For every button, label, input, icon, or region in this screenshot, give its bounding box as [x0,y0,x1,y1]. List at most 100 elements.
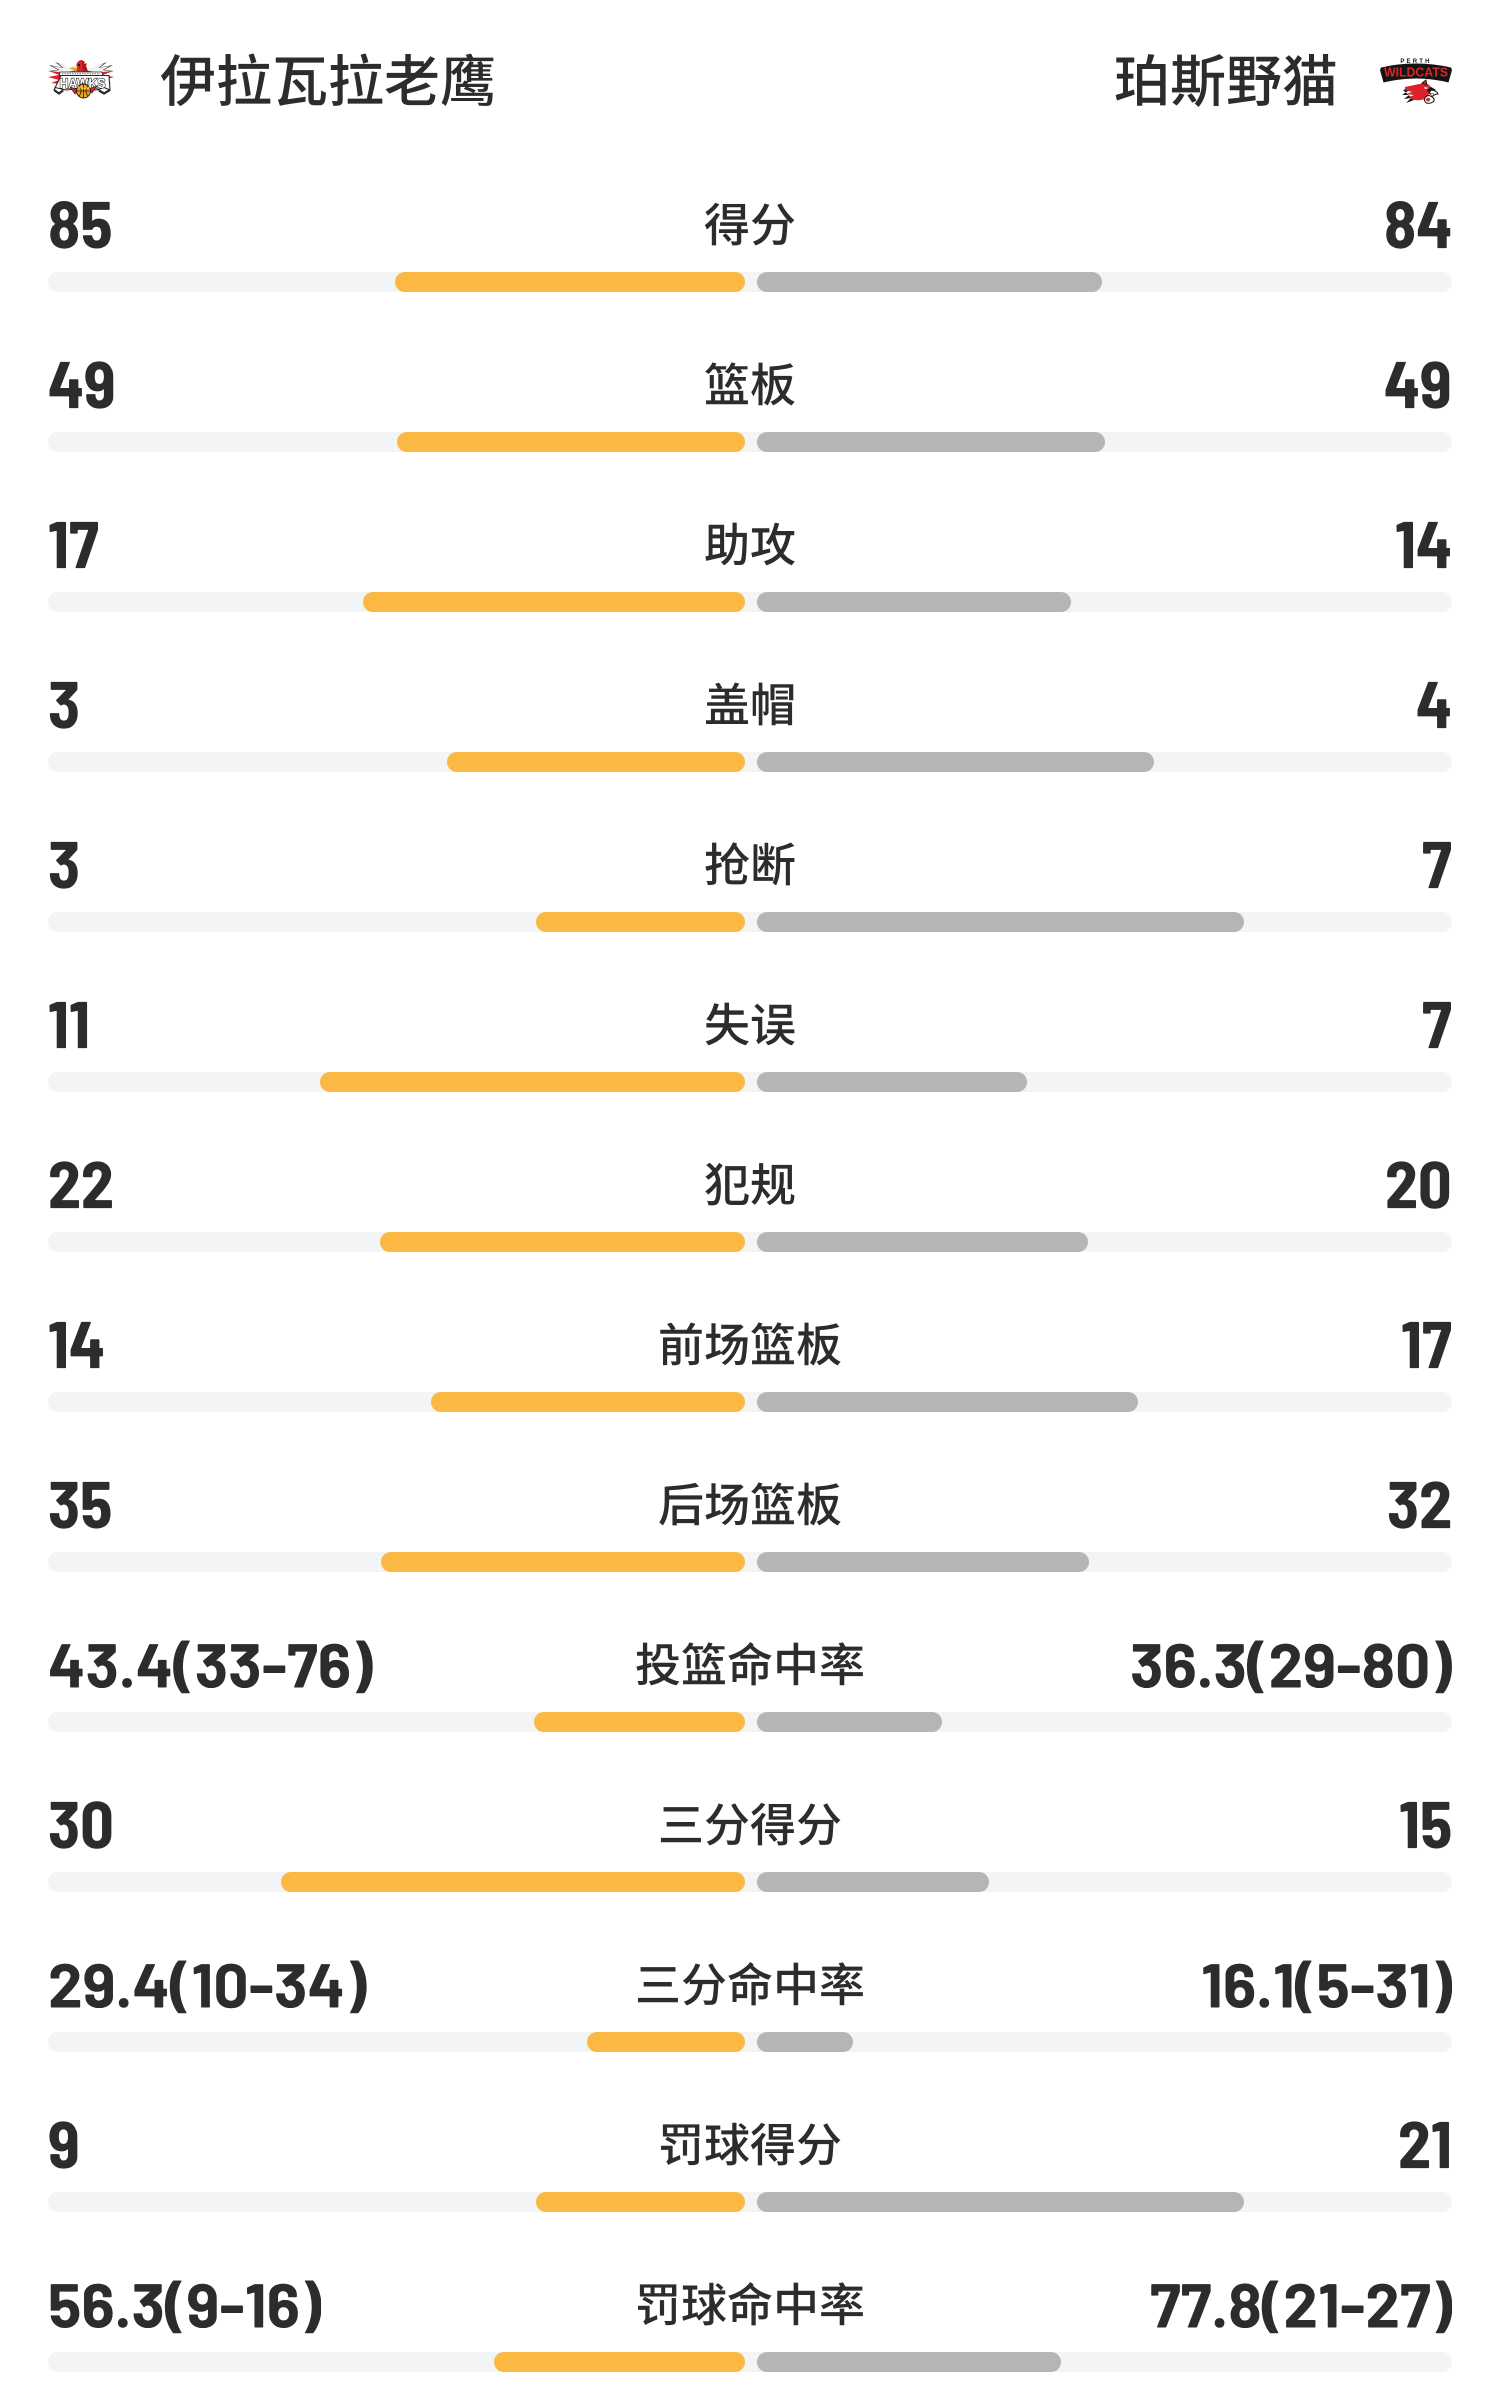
away-team-value: 84 [1384,190,1452,256]
away-team-bar [756,2352,1061,2372]
stat-bar-track [48,1072,1452,1092]
stat-row: 11 失误 7 [0,940,1500,1100]
away-team-value: 36.3(29-80) [1130,1633,1452,1695]
stat-row: 3 盖帽 4 [0,620,1500,780]
text-glyphs [1385,361,1450,409]
text-glyphs [661,2122,841,2166]
away-team-value: 17 [1401,1310,1452,1376]
text-glyphs [1396,521,1451,568]
text-glyphs [49,1001,88,1048]
text-glyphs [49,1321,103,1368]
stat-label: 罚球命中率 [635,2281,865,2327]
stat-bar-track [48,592,1452,612]
home-team-bar [319,1072,745,1092]
away-team-bar [756,272,1103,292]
stat-bar-track [48,1552,1452,1572]
text-glyphs [50,2280,322,2334]
away-team-value: 7 [1422,830,1452,896]
home-team-value: 3 [48,830,80,896]
stat-bar-track [48,1872,1452,1892]
text-glyphs [49,1801,112,1849]
stat-label: 后场篮板 [658,1481,842,1527]
home-team-bar [363,592,745,612]
home-team-value: 3 [48,670,80,736]
home-team-value: 49 [48,350,116,416]
stat-label: 三分命中率 [635,1961,865,2007]
text-glyphs [1150,2280,1452,2334]
home-team-bar [380,1232,745,1252]
stat-label: 抢断 [704,841,796,887]
text-glyphs [1115,53,1336,107]
text-glyphs [50,1960,367,2014]
text-glyphs [706,682,794,726]
away-team-value: 49 [1384,350,1452,416]
text-glyphs [49,841,78,889]
text-glyphs [1423,1001,1452,1048]
text-glyphs [1400,1801,1451,1849]
stat-row: 49 篮板 49 [0,300,1500,460]
home-team-bar [394,272,745,292]
text-glyphs [1203,1960,1452,2014]
text-glyphs [160,53,494,106]
away-team-bar [756,1872,989,1892]
home-team-value: 56.3(9-16) [48,2273,322,2335]
home-team-bar [281,1872,745,1892]
text-glyphs [705,1002,795,1046]
home-team-bar [446,752,745,772]
stat-label: 投篮命中率 [635,1641,865,1687]
text-glyphs [705,362,795,406]
away-team-bar [756,592,1071,612]
text-glyphs [1400,2121,1449,2168]
away-team-bar [756,1072,1028,1092]
stat-bar-track [48,1712,1452,1732]
text-glyphs [660,1802,841,1846]
home-team-bar [536,912,745,932]
away-team-value: 4 [1416,670,1452,736]
text-glyphs [704,202,795,246]
stat-row: 43.4(33-76) 投篮命中率 36.3(29-80) [0,1580,1500,1740]
home-team-value: 11 [48,990,90,1056]
text-glyphs [1132,1640,1452,1694]
text-glyphs [659,1482,841,1526]
away-team-value: 15 [1399,1790,1452,1856]
text-glyphs [660,1322,841,1366]
stat-label: 罚球得分 [658,2121,842,2167]
text-glyphs [705,522,795,566]
stat-label: 失误 [704,1001,796,1047]
text-glyphs [705,842,795,886]
stat-bar-track [48,2032,1452,2052]
svg-text:WILDCATS: WILDCATS [1384,66,1448,80]
away-team-bar [756,1712,942,1732]
text-glyphs [49,1481,111,1529]
away-team-value: 7 [1422,990,1452,1056]
stat-bar-track [48,752,1452,772]
text-glyphs [705,1162,795,1206]
stat-label: 前场篮板 [658,1321,842,1367]
stat-label: 得分 [704,201,796,247]
away-team-bar [756,432,1105,452]
stat-row: 14 前场篮板 17 [0,1260,1500,1420]
stat-row: 56.3(9-16) 罚球命中率 77.8(21-27) [0,2220,1500,2380]
stat-bar-track [48,1232,1452,1252]
stat-bar-track [48,2192,1452,2212]
home-team-value: 35 [48,1470,112,1536]
away-team-value: 21 [1398,2110,1452,2176]
away-team-value: 20 [1385,1150,1452,1216]
away-team-logo: PERTH WILDCATS [1378,54,1454,111]
home-team-bar [494,2352,745,2372]
home-team-bar [381,1552,745,1572]
home-team-bar [536,2192,745,2212]
home-team-value: 14 [48,1310,105,1376]
home-team-value: 9 [48,2110,80,2176]
away-team-bar [756,752,1155,772]
stat-label: 助攻 [704,521,796,567]
text-glyphs [50,200,111,249]
text-glyphs [1402,1321,1452,1368]
text-glyphs [49,2121,78,2169]
stat-label: 犯规 [704,1161,796,1207]
text-glyphs [1387,1161,1450,1209]
away-team-bar [756,912,1244,932]
away-team-value: 32 [1387,1470,1452,1536]
text-glyphs [1417,681,1451,728]
home-team-value: 17 [48,510,99,576]
